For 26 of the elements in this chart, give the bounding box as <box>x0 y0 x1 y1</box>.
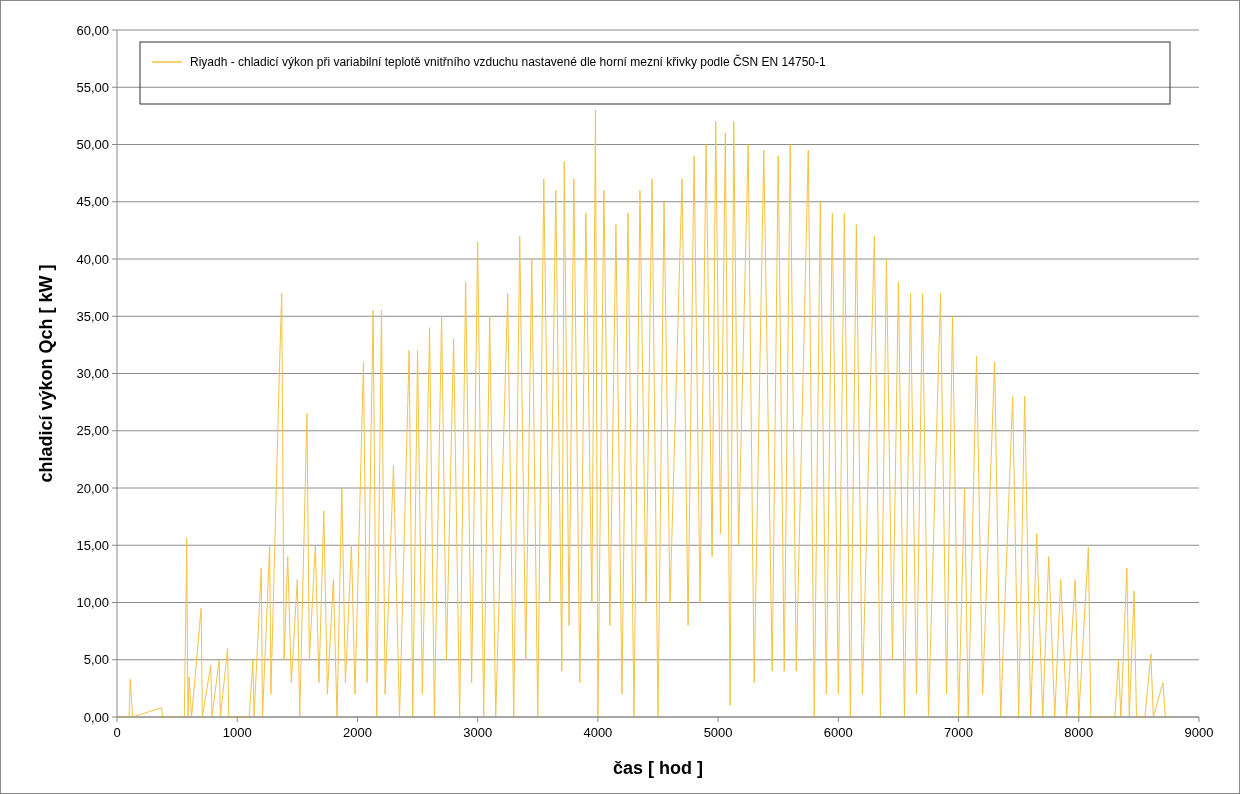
x-tick-label: 9000 <box>1184 725 1214 740</box>
x-tick-label: 6000 <box>823 725 853 740</box>
y-tick-label: 45,00 <box>76 194 109 210</box>
y-tick-label: 30,00 <box>76 366 109 382</box>
y-tick-label: 5,00 <box>83 652 109 668</box>
x-tick-label: 0 <box>113 725 121 740</box>
y-tick-label: 35,00 <box>76 308 109 324</box>
y-tick-label: 25,00 <box>76 423 109 439</box>
x-tick-label: 8000 <box>1064 725 1094 740</box>
x-tick-label: 2000 <box>342 725 372 740</box>
y-tick-label: 0,00 <box>83 709 109 725</box>
y-tick-label: 20,00 <box>76 480 109 496</box>
y-tick-label: 60,00 <box>76 22 109 38</box>
y-tick-label: 10,00 <box>76 595 109 611</box>
y-tick-label: 55,00 <box>76 79 109 95</box>
x-tick-label: 1000 <box>222 725 252 740</box>
y-tick-label: 50,00 <box>76 137 109 153</box>
x-tick-label: 3000 <box>463 725 493 740</box>
y-axis-title: chladicí výkon Qch [ kW ] <box>36 264 56 483</box>
y-tick-label: 40,00 <box>76 251 109 267</box>
x-tick-label: 7000 <box>944 725 974 740</box>
y-tick-label: 15,00 <box>76 537 109 553</box>
x-tick-label: 5000 <box>703 725 733 740</box>
x-axis-title: čas [ hod ] <box>612 758 704 778</box>
x-tick-label: 4000 <box>583 725 613 740</box>
legend-label: Riyadh - chladicí výkon při variabilní teplotě vnitřního vzduchu nastavené dle horní mezní křivky podle ČSN EN 14750-1 <box>190 54 826 70</box>
